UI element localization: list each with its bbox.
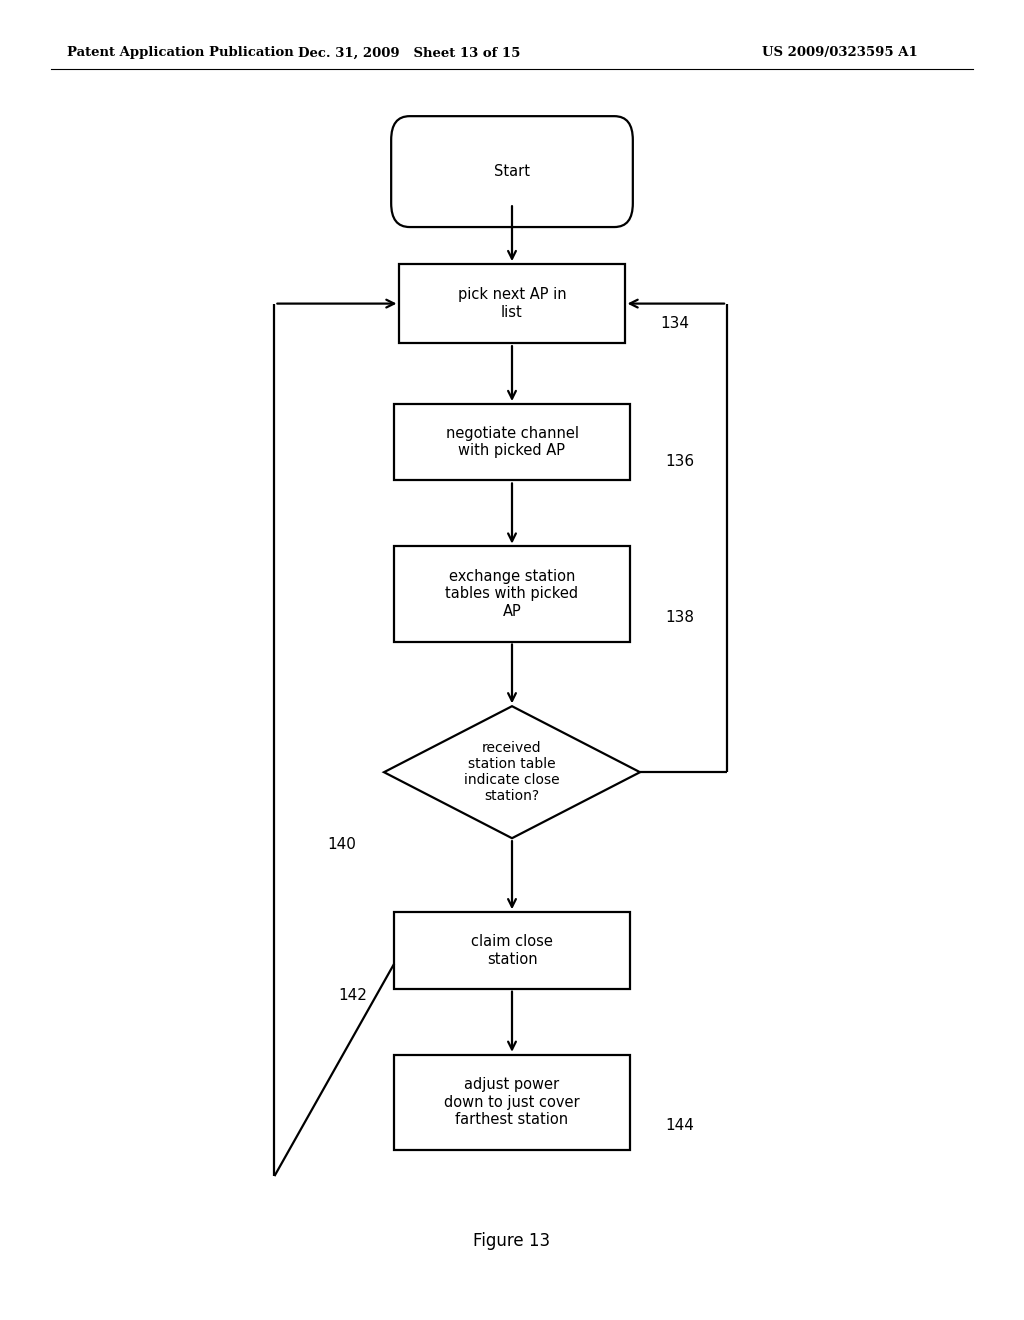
- Text: US 2009/0323595 A1: US 2009/0323595 A1: [762, 46, 918, 59]
- Text: 134: 134: [660, 315, 689, 331]
- Text: negotiate channel
with picked AP: negotiate channel with picked AP: [445, 426, 579, 458]
- Text: Start: Start: [494, 164, 530, 180]
- Bar: [399, 264, 625, 343]
- Bar: [394, 546, 630, 642]
- Text: Dec. 31, 2009   Sheet 13 of 15: Dec. 31, 2009 Sheet 13 of 15: [298, 46, 521, 59]
- Text: 142: 142: [338, 987, 367, 1003]
- FancyBboxPatch shape: [391, 116, 633, 227]
- Text: 144: 144: [666, 1118, 694, 1134]
- Text: Figure 13: Figure 13: [473, 1232, 551, 1250]
- Text: pick next AP in
list: pick next AP in list: [458, 288, 566, 319]
- Bar: [394, 404, 630, 480]
- Polygon shape: [384, 706, 640, 838]
- Text: received
station table
indicate close
station?: received station table indicate close st…: [464, 741, 560, 804]
- Text: Patent Application Publication: Patent Application Publication: [67, 46, 293, 59]
- Text: 138: 138: [666, 610, 694, 626]
- Text: claim close
station: claim close station: [471, 935, 553, 966]
- Text: adjust power
down to just cover
farthest station: adjust power down to just cover farthest…: [444, 1077, 580, 1127]
- Bar: [394, 1055, 630, 1150]
- Bar: [394, 912, 630, 989]
- Text: 136: 136: [666, 454, 694, 469]
- Text: exchange station
tables with picked
AP: exchange station tables with picked AP: [445, 569, 579, 619]
- Text: 140: 140: [328, 837, 356, 853]
